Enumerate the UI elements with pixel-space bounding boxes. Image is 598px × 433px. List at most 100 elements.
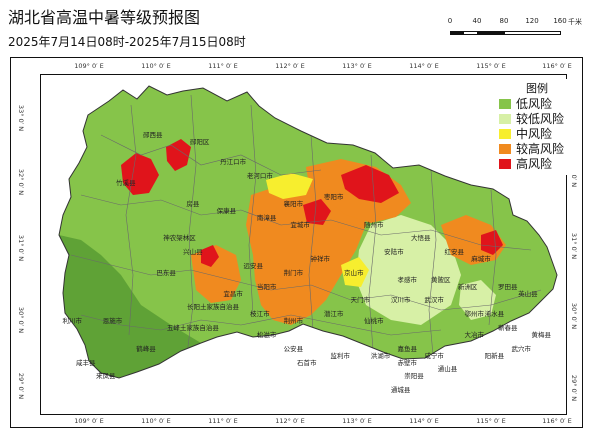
lon-tick-top: 116° 0′ E — [542, 62, 572, 70]
place-label: 鹤峰县 — [136, 344, 156, 353]
legend-swatch — [499, 98, 511, 109]
place-label: 通山县 — [437, 365, 458, 374]
lat-tick-right: 30° 0′ N — [570, 302, 578, 330]
lat-tick-right: 31° 0′ N — [570, 232, 578, 260]
scale-segment — [450, 31, 464, 35]
legend-item-low: 低风险 — [499, 96, 578, 111]
place-label: 利川市 — [62, 317, 83, 326]
scale-segment — [504, 31, 561, 35]
low-risk-dark-zone — [59, 235, 201, 378]
place-label: 黄陂区 — [431, 275, 451, 284]
place-label: 麻城市 — [471, 255, 491, 263]
place-label: 崇阳县 — [404, 372, 424, 381]
place-label: 宜昌市 — [223, 289, 243, 298]
high-risk-zone-northwest — [121, 153, 159, 195]
legend-item-medium: 中风险 — [499, 126, 578, 141]
place-label: 南漳县 — [256, 213, 277, 222]
place-label: 安陆市 — [384, 248, 404, 257]
place-label: 武穴市 — [511, 344, 531, 353]
legend-label: 低风险 — [516, 97, 553, 111]
place-label: 神农架林区 — [163, 234, 196, 243]
legend-label: 较高风险 — [516, 142, 565, 156]
lon-tick-bottom: 110° 0′ E — [141, 417, 171, 425]
lat-tick-left: 29° 0′ N — [17, 372, 25, 400]
place-label: 来凤县 — [96, 372, 116, 381]
place-label: 咸丰县 — [75, 358, 96, 367]
higher-risk-zone — [246, 185, 366, 325]
high-risk-zone-north — [166, 139, 191, 171]
medium-risk-zone — [266, 173, 313, 199]
lon-tick-top: 115° 0′ E — [476, 62, 506, 70]
lat-tick-left: 33° 0′ N — [17, 104, 25, 132]
place-label: 长阳土家族自治县 — [187, 303, 239, 312]
place-label: 远安县 — [243, 261, 263, 270]
map-subtitle: 2025年7月14日08时-2025年7月15日08时 — [8, 35, 246, 49]
place-label: 老河口市 — [246, 172, 273, 181]
lon-tick-top: 112° 0′ E — [275, 62, 305, 70]
place-label: 大冶市 — [464, 330, 485, 339]
scale-label-80: 80 — [499, 17, 509, 25]
lon-tick-top: 110° 0′ E — [141, 62, 171, 70]
lon-tick-bottom: 116° 0′ E — [542, 417, 572, 425]
place-label: 新洲区 — [457, 282, 478, 291]
place-label: 巴东县 — [156, 268, 176, 277]
place-label: 宜城市 — [290, 220, 310, 229]
place-label: 洪湖市 — [370, 351, 391, 360]
county-boundaries — [70, 94, 542, 356]
place-label: 钟祥市 — [310, 255, 330, 263]
legend-title: 图例 — [526, 82, 548, 95]
place-label: 竹溪县 — [116, 179, 136, 188]
lat-tick-left: 30° 0′ N — [17, 306, 25, 334]
place-label: 石首市 — [297, 358, 317, 367]
place-label: 松滋市 — [256, 330, 277, 339]
place-label: 蕲春县 — [498, 324, 518, 332]
place-label: 荆门市 — [283, 268, 304, 277]
place-label: 英山县 — [518, 289, 538, 298]
place-label: 鄂州市 — [464, 310, 485, 319]
legend: 图例 低风险 较低风险 中风险 较高风险 高风险 — [496, 79, 578, 175]
place-label: 咸宁市 — [424, 351, 444, 360]
map-area: 郧西县 郧阳区 丹江口市 老河口市 随州市 襄阳市 竹溪县 房县 保康县 南漳县 宜城市 枣阳市 神农架… — [40, 74, 567, 415]
place-label: 保康县 — [216, 206, 237, 215]
legend-item-higher: 较高风险 — [499, 141, 578, 156]
place-label: 罗田县 — [498, 282, 518, 291]
map-frame: 109° 0′ E 110° 0′ E 111° 0′ E 112° 0′ E … — [10, 57, 583, 428]
place-label: 郧阳区 — [189, 137, 210, 146]
lon-tick-top: 113° 0′ E — [342, 62, 372, 70]
medium-risk-zone-center — [341, 257, 369, 287]
place-label: 枝江市 — [250, 310, 270, 319]
risk-map-svg — [58, 85, 558, 379]
lon-tick-bottom: 115° 0′ E — [476, 417, 506, 425]
place-label: 仙桃市 — [364, 317, 384, 326]
place-label: 孝感市 — [397, 275, 418, 284]
lat-tick-right: 29° 0′ N — [570, 374, 578, 402]
place-label: 通城县 — [390, 386, 411, 395]
place-label: 阳新县 — [484, 351, 505, 360]
place-label: 赤壁市 — [397, 358, 418, 367]
place-label: 当阳市 — [256, 282, 277, 291]
place-label: 天门市 — [350, 296, 371, 305]
lower-risk-zone-east — [459, 280, 496, 320]
legend-swatch — [499, 143, 511, 154]
scale-label-40: 40 — [472, 17, 482, 25]
high-risk-zone-suizhou — [341, 165, 399, 203]
scale-segment — [463, 31, 478, 35]
place-label: 枣阳市 — [323, 192, 344, 201]
place-label: 潜江市 — [323, 310, 344, 319]
legend-swatch — [499, 128, 511, 139]
scale-label-120: 120 — [525, 17, 539, 25]
place-label: 荆州市 — [283, 317, 304, 326]
lon-tick-top: 114° 0′ E — [409, 62, 439, 70]
place-label: 武汉市 — [424, 296, 444, 305]
lat-tick-left: 31° 0′ N — [17, 234, 25, 262]
legend-label: 中风险 — [516, 127, 553, 141]
place-label: 郧西县 — [142, 130, 163, 139]
high-risk-zone-west — [201, 245, 219, 267]
place-label: 丹江口市 — [220, 158, 247, 167]
legend-swatch — [499, 158, 511, 169]
legend-item-high: 高风险 — [499, 156, 578, 171]
lon-tick-top: 111° 0′ E — [208, 62, 238, 70]
lon-tick-bottom: 114° 0′ E — [409, 417, 439, 425]
legend-label: 较低风险 — [516, 112, 565, 126]
place-label: 公安县 — [283, 344, 304, 353]
